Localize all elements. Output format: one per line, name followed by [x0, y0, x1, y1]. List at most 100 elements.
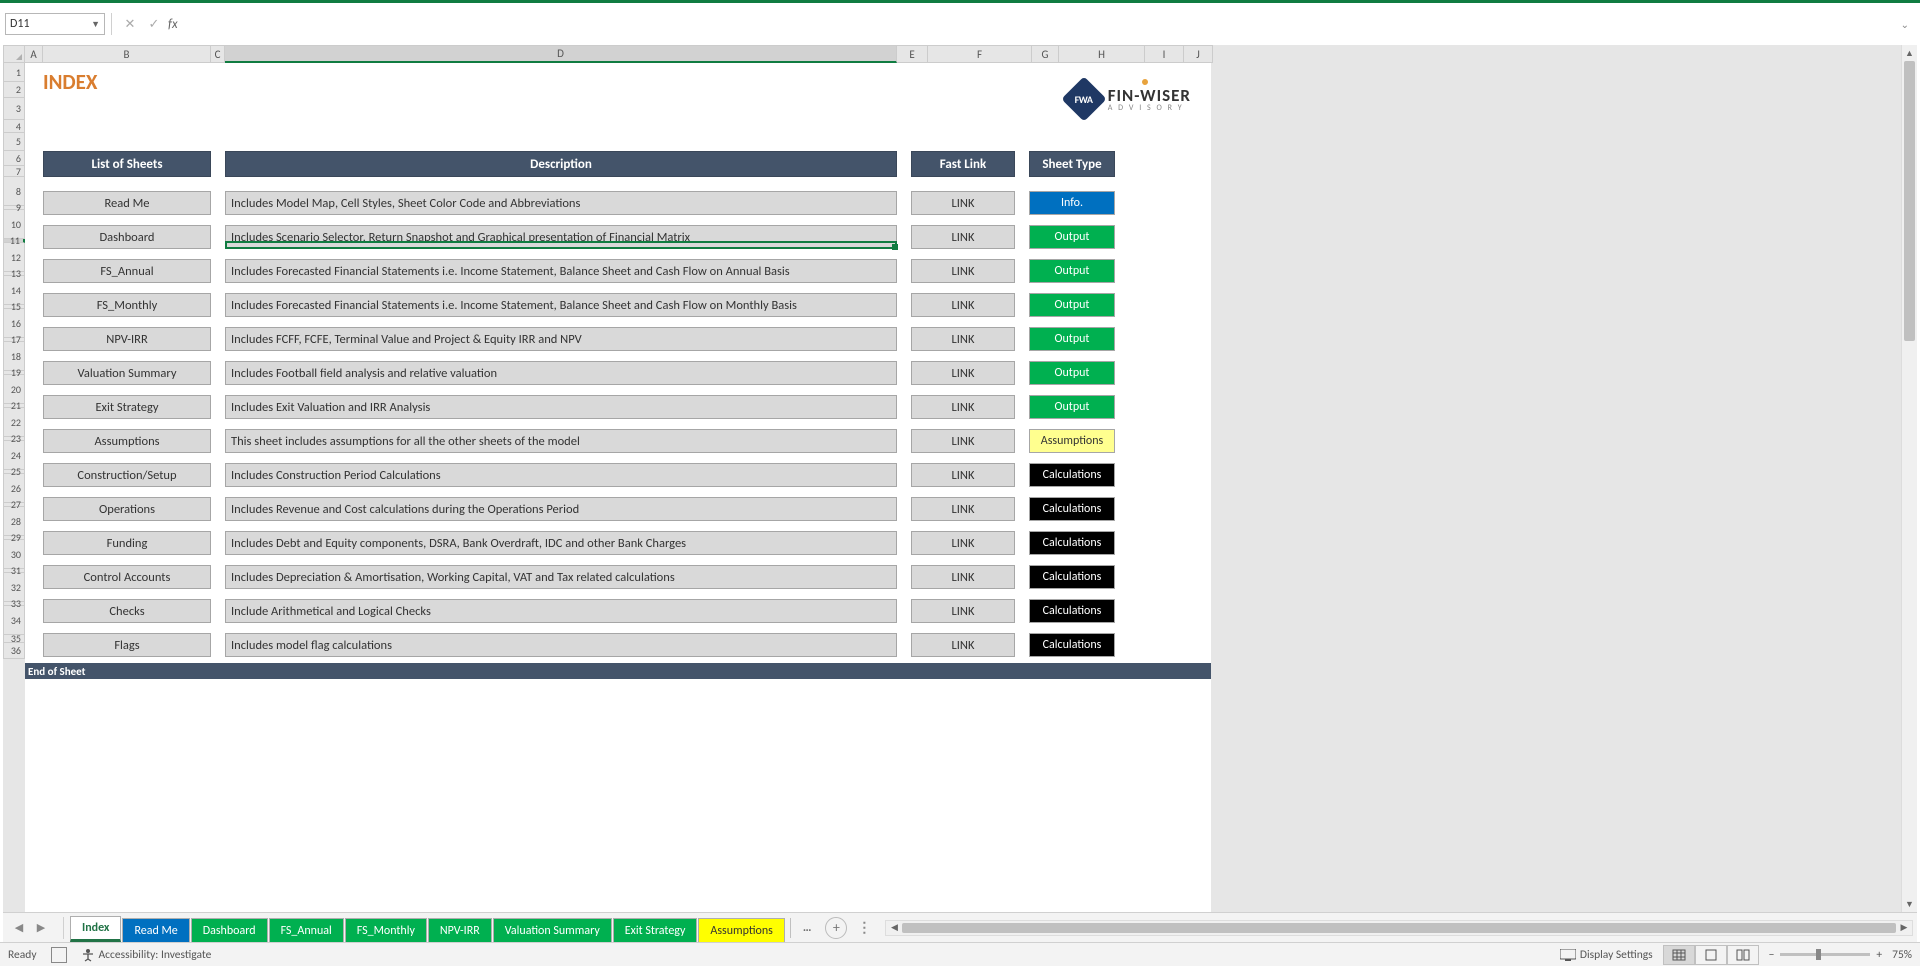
sheet-type-cell: Output — [1029, 327, 1115, 351]
horizontal-scroll-thumb[interactable] — [902, 923, 1896, 933]
sheet-tab[interactable]: Read Me — [122, 918, 189, 942]
fast-link-cell[interactable]: LINK — [911, 531, 1015, 555]
fast-link-cell[interactable]: LINK — [911, 463, 1015, 487]
scroll-down-icon[interactable]: ▼ — [1902, 896, 1917, 912]
column-headers: ABCDEFGHIJ — [3, 45, 1901, 63]
column-header[interactable]: E — [897, 45, 928, 63]
column-header[interactable]: A — [25, 45, 43, 63]
enter-formula-icon[interactable]: ✓ — [142, 13, 166, 35]
sheet-tabs: IndexRead MeDashboardFS_AnnualFS_Monthly… — [70, 913, 786, 942]
monitor-icon — [1560, 949, 1576, 961]
select-all-button[interactable] — [3, 45, 25, 63]
row-header[interactable]: 7 — [3, 166, 25, 177]
fx-icon[interactable]: fx — [168, 17, 178, 32]
zoom-slider-track[interactable] — [1780, 953, 1870, 956]
fast-link-cell[interactable]: LINK — [911, 191, 1015, 215]
page-layout-view-button[interactable] — [1695, 945, 1727, 965]
row-header[interactable]: 36 — [3, 643, 25, 659]
fast-link-cell[interactable]: LINK — [911, 225, 1015, 249]
sheet-tab[interactable]: FS_Annual — [269, 918, 344, 942]
index-table-header-row: List of Sheets Description Fast Link She… — [43, 151, 1115, 177]
column-header[interactable]: H — [1059, 45, 1145, 63]
expand-formula-bar-icon[interactable]: ⌄ — [1895, 18, 1915, 31]
row-header[interactable]: 34 — [3, 606, 25, 635]
macro-record-icon[interactable] — [51, 947, 67, 963]
fast-link-cell[interactable]: LINK — [911, 633, 1015, 657]
table-row: NPV-IRRIncludes FCFF, FCFE, Terminal Val… — [43, 327, 1115, 351]
column-header[interactable]: F — [928, 45, 1032, 63]
row-header[interactable]: 6 — [3, 151, 25, 166]
fast-link-cell[interactable]: LINK — [911, 565, 1015, 589]
fast-link-cell[interactable]: LINK — [911, 395, 1015, 419]
row-header[interactable]: 5 — [3, 133, 25, 151]
sheet-type-cell: Calculations — [1029, 599, 1115, 623]
name-box-dropdown-icon[interactable]: ▼ — [91, 19, 100, 30]
zoom-slider-thumb[interactable] — [1816, 949, 1821, 960]
sheet-name-cell: FS_Annual — [43, 259, 211, 283]
title-bar-accent — [0, 0, 1920, 3]
table-row: FS_MonthlyIncludes Forecasted Financial … — [43, 293, 1115, 317]
fast-link-cell[interactable]: LINK — [911, 429, 1015, 453]
end-of-sheet-bar: End of Sheet — [25, 663, 1211, 679]
scroll-left-icon[interactable]: ◀ — [886, 922, 902, 933]
sheet-tab[interactable]: Index — [70, 916, 121, 942]
sheet-tab[interactable]: Assumptions — [698, 918, 784, 942]
zoom-in-button[interactable]: + — [1876, 948, 1882, 962]
table-row: FS_AnnualIncludes Forecasted Financial S… — [43, 259, 1115, 283]
sheet-tab[interactable]: Dashboard — [191, 918, 268, 942]
column-header[interactable]: B — [43, 45, 211, 63]
row-header[interactable]: 2 — [3, 82, 25, 98]
page-layout-icon — [1704, 949, 1718, 961]
fast-link-cell[interactable]: LINK — [911, 293, 1015, 317]
cancel-formula-icon[interactable]: ✕ — [118, 13, 142, 35]
fast-link-cell[interactable]: LINK — [911, 497, 1015, 521]
fast-link-cell[interactable]: LINK — [911, 259, 1015, 283]
scroll-right-icon[interactable]: ▶ — [1896, 922, 1912, 933]
page-break-icon — [1736, 949, 1750, 961]
fast-link-cell[interactable]: LINK — [911, 327, 1015, 351]
tab-scroll-right-icon[interactable]: ▶ — [33, 920, 49, 936]
display-settings-button[interactable]: Display Settings — [1560, 948, 1653, 962]
column-header[interactable]: D — [225, 45, 897, 63]
vertical-scrollbar[interactable]: ▲ ▼ — [1901, 45, 1917, 912]
horizontal-scrollbar[interactable]: ◀ ▶ — [885, 920, 1913, 936]
sheet-tab[interactable]: FS_Monthly — [345, 918, 427, 942]
table-row: FlagsIncludes model flag calculationsLIN… — [43, 633, 1115, 657]
add-sheet-button[interactable]: + — [825, 917, 847, 939]
zoom-controls: − + — [1769, 948, 1882, 962]
column-header[interactable]: J — [1184, 45, 1213, 63]
table-row: Control AccountsIncludes Depreciation & … — [43, 565, 1115, 589]
zoom-level[interactable]: 75% — [1892, 948, 1912, 962]
tab-context-icon[interactable]: ⋮ — [857, 919, 871, 936]
row-header[interactable]: 1 — [3, 63, 25, 82]
sheet-tab[interactable]: Exit Strategy — [613, 918, 698, 942]
cells-viewport[interactable]: INDEX FWA FIN-WISER A D V I S O R Y List… — [25, 63, 1901, 912]
formula-input[interactable] — [186, 13, 1895, 35]
row-header[interactable]: 8 — [3, 177, 25, 206]
row-header[interactable]: 3 — [3, 98, 25, 120]
vertical-scroll-thumb[interactable] — [1904, 61, 1915, 341]
sheet-desc-cell: Includes FCFF, FCFE, Terminal Value and … — [225, 327, 897, 351]
sheet-name-cell: Construction/Setup — [43, 463, 211, 487]
sheet-desc-cell: Includes Model Map, Cell Styles, Sheet C… — [225, 191, 897, 215]
row-header[interactable]: 4 — [3, 120, 25, 133]
row-header[interactable]: 35 — [3, 635, 25, 643]
normal-view-button[interactable] — [1663, 945, 1695, 965]
more-tabs-icon[interactable]: … — [795, 921, 820, 935]
column-header[interactable]: G — [1032, 45, 1059, 63]
sheet-type-cell: Output — [1029, 259, 1115, 283]
sheet-tab[interactable]: Valuation Summary — [493, 918, 612, 942]
fast-link-cell[interactable]: LINK — [911, 599, 1015, 623]
tab-scroll-left-icon[interactable]: ◀ — [11, 920, 27, 936]
column-header[interactable]: C — [211, 45, 225, 63]
sheet-name-cell: Checks — [43, 599, 211, 623]
column-header[interactable]: I — [1145, 45, 1184, 63]
page-break-view-button[interactable] — [1727, 945, 1759, 965]
logo-main: FIN-WISER — [1108, 87, 1191, 104]
name-box[interactable]: D11 ▼ — [5, 13, 105, 35]
fast-link-cell[interactable]: LINK — [911, 361, 1015, 385]
zoom-out-button[interactable]: − — [1769, 948, 1775, 962]
sheet-tab[interactable]: NPV-IRR — [428, 918, 492, 942]
accessibility-status[interactable]: Accessibility: Investigate — [81, 948, 212, 962]
scroll-up-icon[interactable]: ▲ — [1902, 45, 1917, 61]
